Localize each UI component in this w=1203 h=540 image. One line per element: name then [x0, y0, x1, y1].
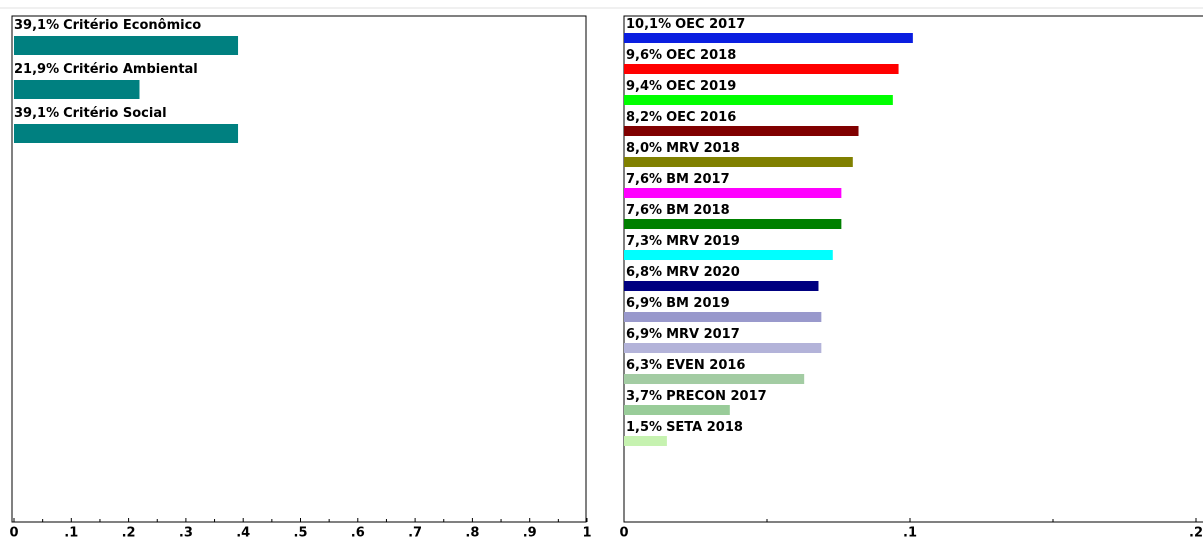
category-label: OEC 2019	[666, 79, 736, 94]
category-label: BM 2018	[666, 203, 730, 218]
category-label: Critério Ambiental	[63, 62, 198, 77]
category-label: PRECON 2017	[666, 389, 767, 404]
bar-label: 1,5% SETA 2018	[626, 420, 743, 435]
x-tick-label: .9	[523, 526, 537, 540]
bar-label: 6,3% EVEN 2016	[626, 358, 745, 373]
value-label: 21,9%	[14, 62, 59, 77]
bar	[624, 374, 805, 384]
value-label: 8,0%	[626, 141, 662, 156]
category-label: MRV 2019	[666, 234, 740, 249]
plot-frame	[11, 15, 587, 523]
category-label: Critério Econômico	[63, 18, 201, 33]
x-tick-label: .1	[903, 526, 917, 540]
value-label: 9,6%	[626, 48, 662, 63]
bar	[624, 436, 667, 446]
bar	[624, 64, 899, 74]
x-tick-label: 0	[619, 526, 628, 540]
category-label: OEC 2018	[666, 48, 736, 63]
bar	[624, 157, 853, 167]
bar-label: 21,9% Critério Ambiental	[14, 62, 198, 77]
category-label: BM 2017	[666, 172, 730, 187]
bar	[624, 250, 833, 260]
bar	[624, 188, 842, 198]
bar-label: 39,1% Critério Social	[14, 106, 167, 121]
value-label: 39,1%	[14, 106, 59, 121]
category-label: OEC 2016	[666, 110, 736, 125]
x-tick-label: .8	[465, 526, 479, 540]
bar-label: 6,9% BM 2019	[626, 296, 730, 311]
category-label: BM 2019	[666, 296, 730, 311]
category-label: SETA 2018	[666, 420, 743, 435]
bar	[624, 219, 842, 229]
x-tick-label: .2	[1189, 526, 1203, 540]
value-label: 9,4%	[626, 79, 662, 94]
x-tick-label: .5	[294, 526, 308, 540]
bar-label: 6,9% MRV 2017	[626, 327, 740, 342]
bar-label: 10,1% OEC 2017	[626, 17, 745, 32]
value-label: 6,9%	[626, 327, 662, 342]
bar-label: 8,0% MRV 2018	[626, 141, 740, 156]
x-tick-label: 0	[9, 526, 18, 540]
x-tick-label: .6	[351, 526, 365, 540]
x-tick-label: 1	[582, 526, 591, 540]
category-label: MRV 2017	[666, 327, 740, 342]
value-label: 7,6%	[626, 172, 662, 187]
bar	[624, 281, 819, 291]
value-label: 3,7%	[626, 389, 662, 404]
bar	[624, 95, 893, 105]
bar	[624, 126, 859, 136]
bar-label: 7,6% BM 2017	[626, 172, 730, 187]
bar	[624, 312, 822, 322]
x-tick-label: .1	[64, 526, 78, 540]
bar-label: 6,8% MRV 2020	[626, 265, 740, 280]
category-label: EVEN 2016	[666, 358, 745, 373]
bar-label: 7,3% MRV 2019	[626, 234, 740, 249]
bar-label: 9,4% OEC 2019	[626, 79, 736, 94]
value-label: 6,8%	[626, 265, 662, 280]
value-label: 1,5%	[626, 420, 662, 435]
bar	[624, 405, 730, 415]
plot-frame	[623, 15, 1203, 523]
value-label: 8,2%	[626, 110, 662, 125]
x-tick-label: .2	[122, 526, 136, 540]
category-label: MRV 2020	[666, 265, 740, 280]
bar	[624, 33, 913, 43]
category-label: OEC 2017	[675, 17, 745, 32]
x-tick-label: .7	[408, 526, 422, 540]
value-label: 7,3%	[626, 234, 662, 249]
value-label: 7,6%	[626, 203, 662, 218]
value-label: 39,1%	[14, 18, 59, 33]
bar-label: 8,2% OEC 2016	[626, 110, 736, 125]
value-label: 6,9%	[626, 296, 662, 311]
bar	[14, 80, 140, 99]
bar-label: 3,7% PRECON 2017	[626, 389, 767, 404]
bar	[624, 343, 822, 353]
bar-label: 9,6% OEC 2018	[626, 48, 736, 63]
value-label: 10,1%	[626, 17, 671, 32]
x-tick-label: .3	[179, 526, 193, 540]
bar	[14, 36, 239, 55]
category-label: MRV 2018	[666, 141, 740, 156]
bar	[14, 124, 239, 143]
value-label: 6,3%	[626, 358, 662, 373]
x-tick-label: .4	[236, 526, 250, 540]
category-label: Critério Social	[63, 106, 166, 121]
bar-label: 39,1% Critério Econômico	[14, 18, 201, 33]
bar-label: 7,6% BM 2018	[626, 203, 730, 218]
